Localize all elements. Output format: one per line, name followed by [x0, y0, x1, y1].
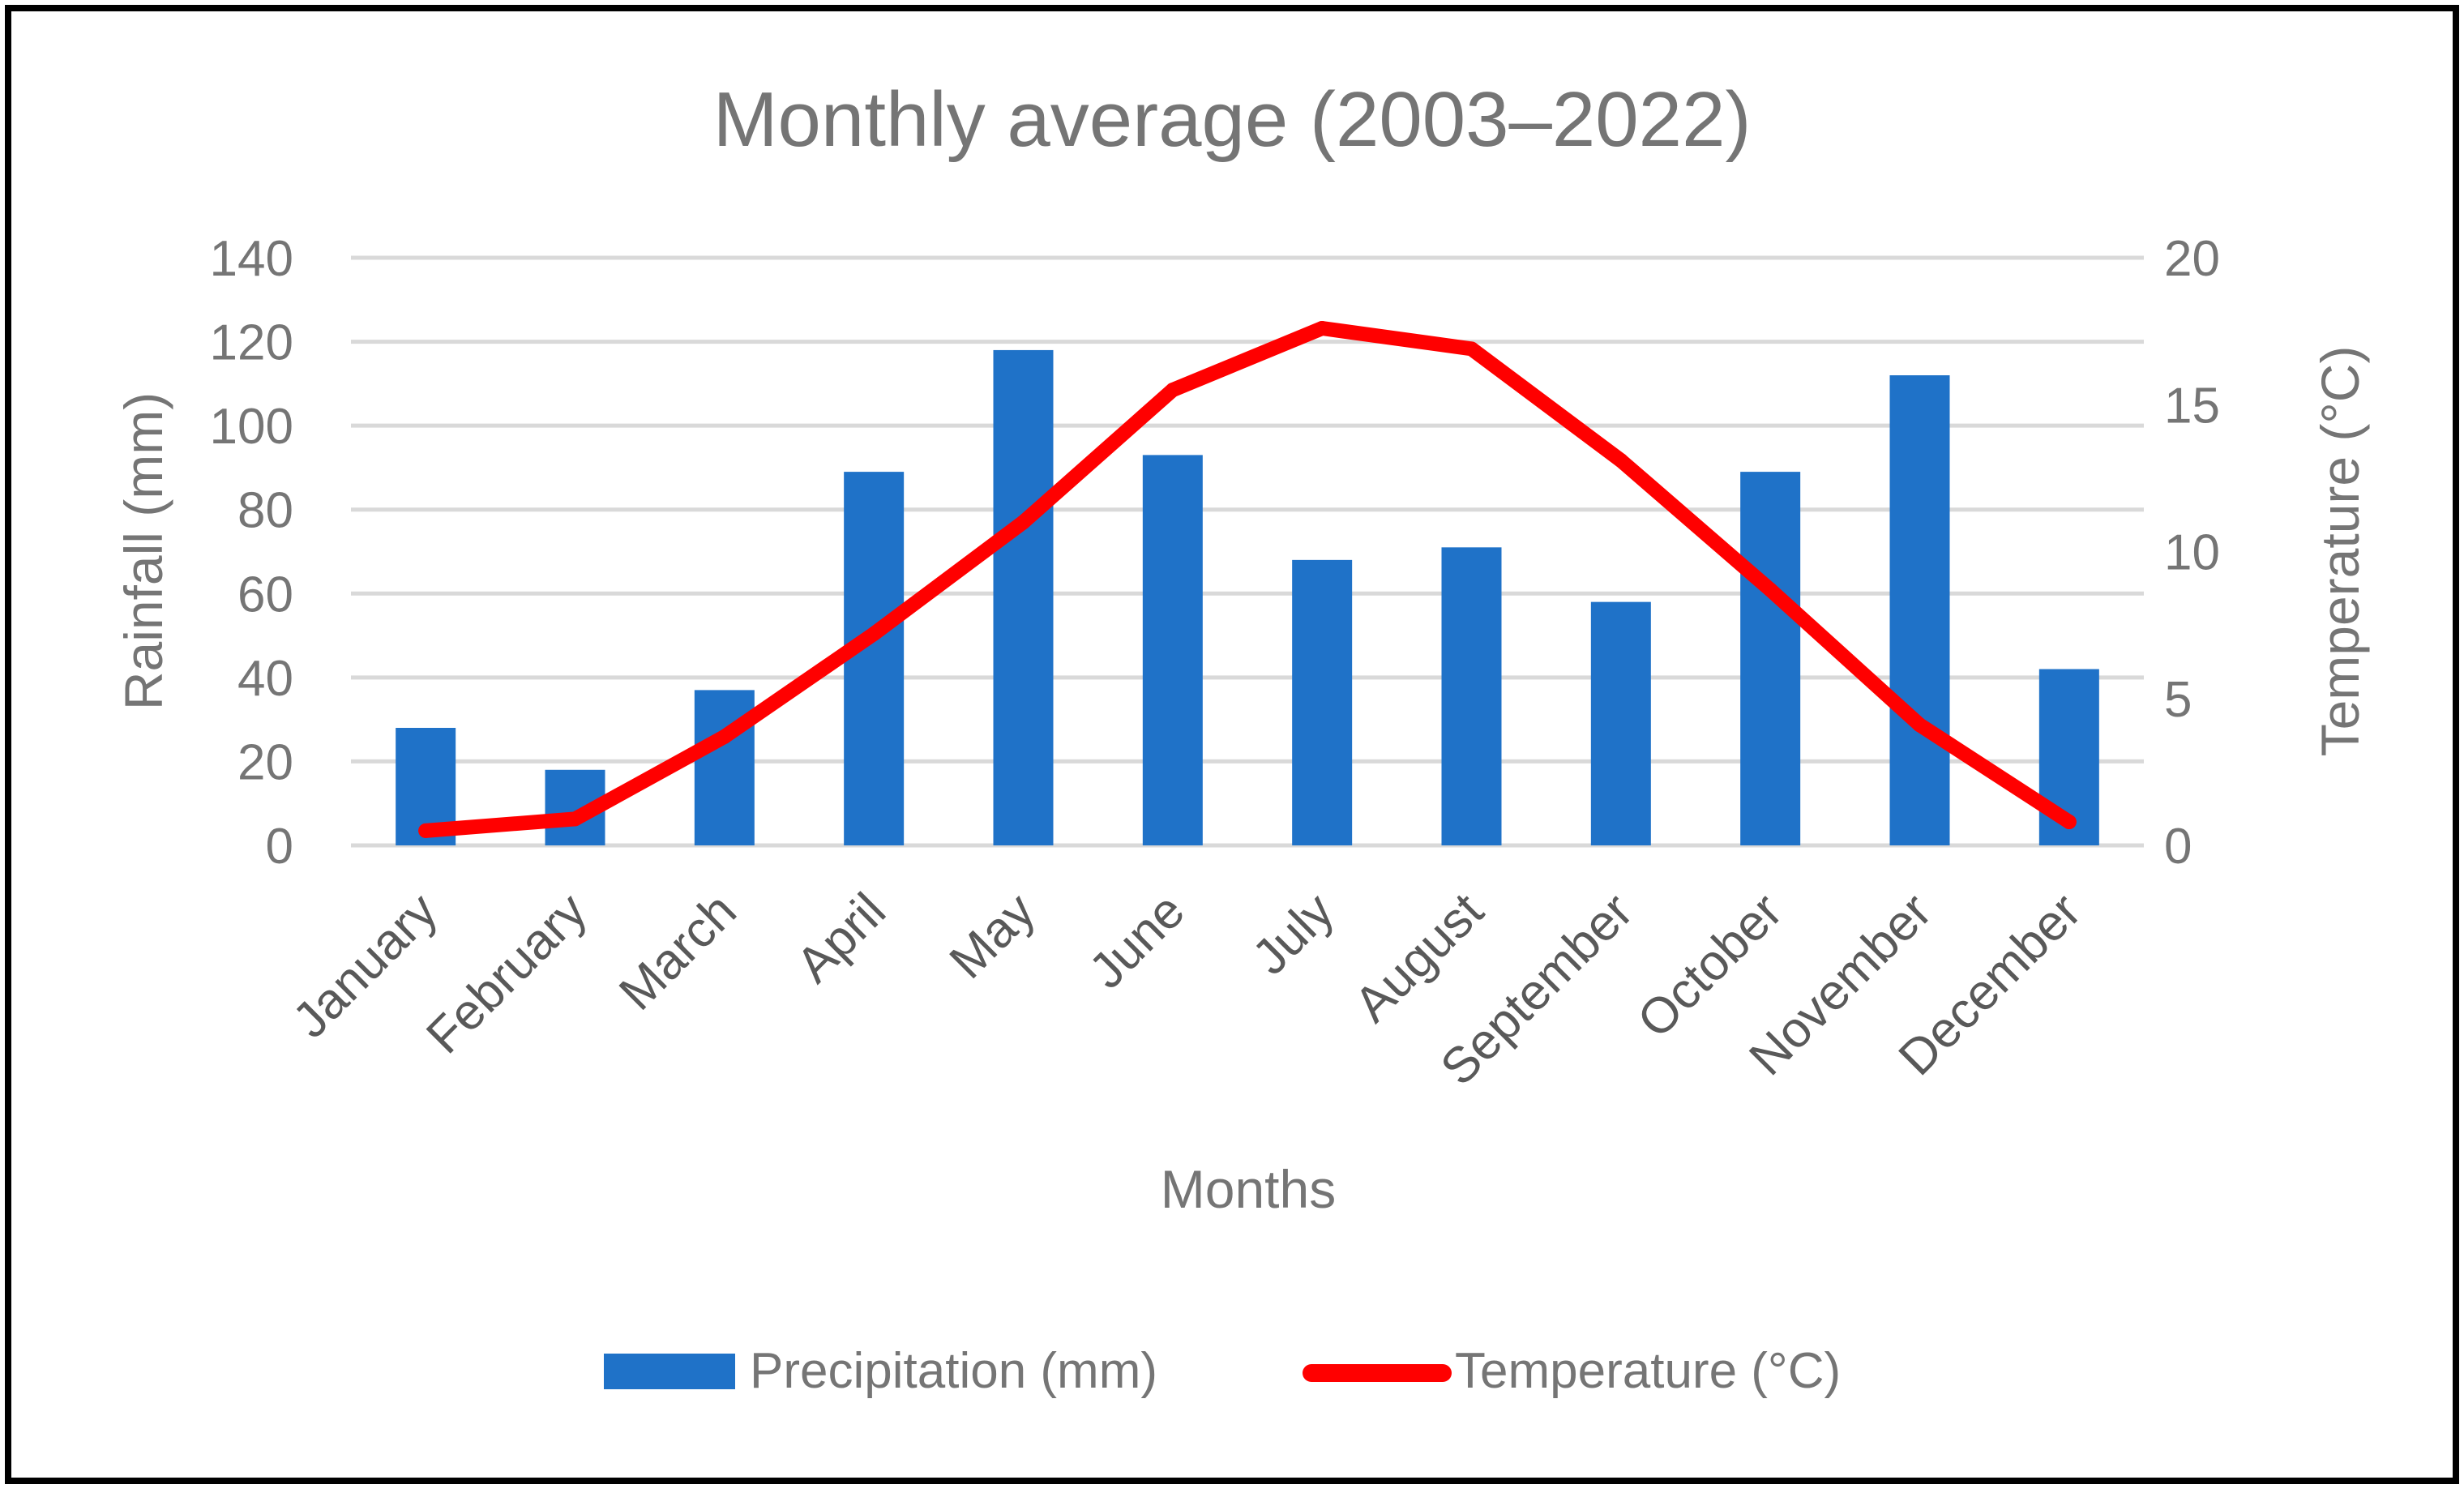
bar-precipitation — [1740, 472, 1801, 845]
y2-tick-label: 20 — [2164, 231, 2220, 287]
y-tick-label: 100 — [210, 399, 293, 455]
y-tick-label: 40 — [237, 651, 293, 707]
legend-label-precipitation: Precipitation (mm) — [750, 1343, 1157, 1399]
temperature-point — [1165, 383, 1180, 398]
y2-tick-label: 0 — [2164, 819, 2192, 875]
y-tick-label: 0 — [266, 819, 293, 875]
bar-precipitation — [1292, 559, 1353, 845]
legend-swatch-precipitation — [604, 1354, 735, 1389]
y2-axis-ticks: 0 5 10 15 20 — [2164, 231, 2220, 875]
temperature-point — [717, 729, 732, 744]
temperature-line-layer — [418, 321, 2077, 838]
temperature-point — [567, 811, 583, 827]
bar-precipitation — [1590, 601, 1651, 845]
y2-axis-label: Temperature (°C) — [2310, 346, 2370, 757]
temperature-point — [2061, 815, 2077, 829]
legend: Precipitation (mm) Temperature (°C) — [604, 1343, 1841, 1399]
y-tick-label: 140 — [210, 231, 293, 287]
temperature-point — [1464, 341, 1479, 357]
temperature-point — [1912, 717, 1927, 733]
temperature-point — [418, 823, 434, 838]
y2-tick-label: 10 — [2164, 525, 2220, 581]
y-axis-ticks: 0 20 40 60 80 100 120 140 — [210, 231, 293, 875]
temperature-point — [1763, 582, 1778, 597]
chart-title: Monthly average (2003–2022) — [713, 76, 1752, 163]
bar-precipitation — [1889, 375, 1950, 845]
temperature-point — [866, 627, 882, 641]
x-axis-label: Months — [1161, 1159, 1336, 1219]
y2-tick-label: 15 — [2164, 378, 2220, 434]
temperature-point — [1016, 515, 1031, 530]
bar-precipitation — [844, 472, 905, 845]
bar-precipitation — [1441, 547, 1502, 845]
temperature-point — [1613, 453, 1628, 468]
temperature-point — [1315, 321, 1330, 336]
bar-precipitation — [993, 349, 1054, 845]
bar-precipitation — [1142, 455, 1203, 845]
y-tick-label: 60 — [237, 567, 293, 622]
gridlines — [351, 255, 2144, 848]
y-tick-label: 80 — [237, 483, 293, 539]
y-tick-label: 20 — [237, 734, 293, 790]
temperature-line — [418, 321, 2077, 838]
y2-tick-label: 5 — [2164, 672, 2192, 728]
legend-label-temperature: Temperature (°C) — [1455, 1343, 1841, 1399]
y-tick-label: 120 — [210, 315, 293, 371]
y-axis-label: Rainfall (mm) — [113, 392, 173, 710]
precipitation-bars — [396, 349, 2099, 845]
